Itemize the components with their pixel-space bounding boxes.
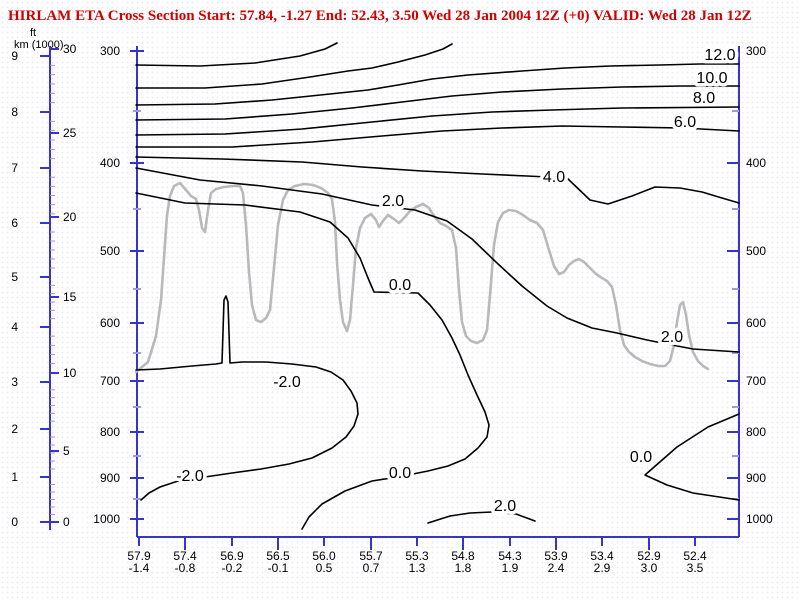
pressure-tick-label: 900 (746, 471, 766, 485)
lat-label: 56.0 (312, 549, 336, 563)
contour-line-14 (135, 43, 453, 89)
contour-label: 8.0 (693, 90, 715, 107)
pressure-tick-label: 800 (746, 425, 766, 439)
lat-label: 52.4 (683, 549, 707, 563)
lat-label: 52.9 (637, 549, 661, 563)
pressure-tick-label: 300 (746, 44, 766, 58)
lat-label: 54.3 (498, 549, 522, 563)
contour-label: 2.0 (382, 193, 404, 210)
pressure-tick-label: 400 (746, 156, 766, 170)
lat-label: 55.7 (359, 549, 383, 563)
lat-label: 54.8 (451, 549, 475, 563)
contour-line-0 (644, 413, 740, 501)
contour-line-16 (135, 42, 338, 67)
pressure-axis-right: 300 400 500 600 700 800 900 1000 (727, 44, 773, 537)
km-tick-label: 6 (11, 216, 18, 230)
pressure-tick-label: 600 (746, 316, 766, 330)
pressure-tick-label: 300 (100, 44, 120, 58)
km-tick-label: 1 (11, 470, 18, 484)
contour-label: 12.0 (704, 47, 735, 64)
contour-label: -2.0 (176, 468, 204, 485)
km-tick-label: 8 (11, 105, 18, 119)
pressure-tick-label: 700 (746, 374, 766, 388)
lon-label: 1.8 (455, 561, 472, 575)
contour-labels: 12.0 10.0 8.0 6.0 4.0 2.0 0.0 2.0 -2.0 0.0 -2.0 0.0… (173, 44, 739, 519)
km-tick-label: 2 (11, 422, 18, 436)
lon-label: 3.5 (687, 561, 704, 575)
pressure-tick-label: 900 (100, 471, 120, 485)
km-tick-label: 3 (11, 375, 18, 389)
contour-label: 4.0 (543, 169, 565, 186)
contour-label: 10.0 (696, 70, 727, 87)
lon-label: 3.0 (641, 561, 658, 575)
lon-label: 2.4 (548, 561, 565, 575)
ft-tick-label: 10 (63, 366, 77, 380)
pressure-tick-label: 500 (746, 244, 766, 258)
contour-line-2 (427, 511, 536, 524)
lon-label: -0.2 (222, 561, 243, 575)
lat-label: 53.9 (544, 549, 568, 563)
ft-tick-label: 5 (63, 444, 70, 458)
lat-label: 57.4 (173, 549, 197, 563)
pressure-tick-label: 700 (100, 374, 120, 388)
lon-label: -1.4 (129, 561, 150, 575)
contour-line-4 (135, 156, 740, 205)
ft-tick-label: 25 (63, 126, 77, 140)
lat-label: 55.3 (405, 549, 429, 563)
pressure-axis-left: 300 400 500 600 700 800 900 1000 (93, 44, 144, 537)
ft-tick-label: 15 (63, 290, 77, 304)
contour-label: -2.0 (273, 374, 301, 391)
lat-label: 56.5 (266, 549, 290, 563)
contour-label: 2.0 (494, 498, 516, 515)
gray-curve-line (134, 181, 710, 374)
ft-tick-label: 20 (63, 210, 77, 224)
ft-tick-label: 0 (63, 515, 70, 529)
lon-label: 0.7 (363, 561, 380, 575)
contour-line--2 (135, 295, 359, 501)
lon-label: -0.1 (268, 561, 289, 575)
km-tick-label: 0 (11, 515, 18, 529)
ft-tick-label: 30 (63, 42, 77, 56)
lat-label: 57.9 (127, 549, 151, 563)
height-axis-header-ft: ft (30, 27, 36, 39)
contour-line-10 (135, 85, 740, 121)
contour-label: 2.0 (661, 329, 683, 346)
contour-label: 0.0 (630, 449, 652, 466)
pressure-tick-label: 1000 (746, 512, 773, 526)
pressure-tick-label: 800 (100, 425, 120, 439)
lat-label: 56.9 (220, 549, 244, 563)
pressure-tick-label: 500 (100, 244, 120, 258)
km-tick-label: 9 (11, 49, 18, 63)
contour-line-0 (135, 192, 490, 530)
contour-label: 0.0 (389, 277, 411, 294)
km-tick-label: 5 (11, 270, 18, 284)
page-title: HIRLAM ETA Cross Section Start: 57.84, -… (8, 8, 752, 24)
contour-line-8 (135, 106, 740, 136)
pressure-tick-label: 600 (100, 316, 120, 330)
contour-label: 0.0 (389, 465, 411, 482)
lon-label: 2.9 (594, 561, 611, 575)
pressure-tick-label: 1000 (93, 512, 120, 526)
lon-label: 1.9 (502, 561, 519, 575)
contour-line-2 (135, 167, 740, 353)
contour-label: 6.0 (674, 114, 696, 131)
contour-line-6 (135, 125, 740, 148)
gray-curve (134, 181, 710, 374)
lat-label: 53.4 (590, 549, 614, 563)
pressure-tick-label: 400 (100, 156, 120, 170)
lon-label: -0.8 (175, 561, 196, 575)
contours (135, 42, 740, 530)
lon-label: 1.3 (409, 561, 426, 575)
km-tick-label: 4 (11, 320, 18, 334)
contour-line-12 (135, 63, 740, 106)
km-tick-label: 7 (11, 161, 18, 175)
distance-axis: 57.9-1.4 57.4-0.8 56.9-0.2 56.5-0.1 56.00.5 5… (127, 536, 739, 575)
lon-label: 0.5 (316, 561, 333, 575)
